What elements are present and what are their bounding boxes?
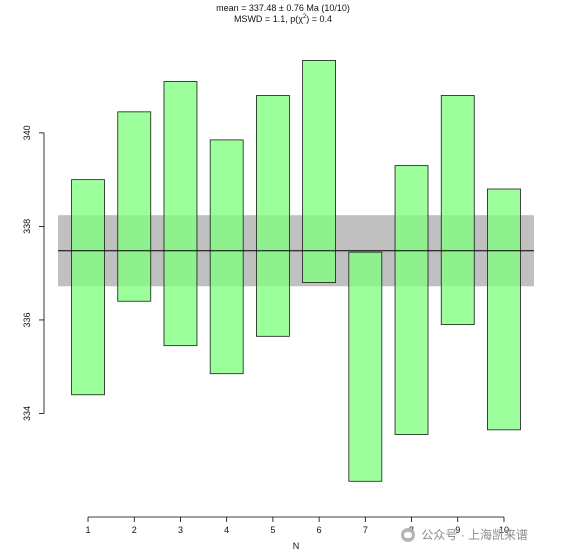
interval-box-4 xyxy=(209,139,244,375)
interval-box-7 xyxy=(348,251,383,482)
y-tick-label-338: 338 xyxy=(22,219,32,234)
y-tick-label-334: 334 xyxy=(22,406,32,421)
x-tick-label-5: 5 xyxy=(270,525,275,535)
interval-boxes-layer xyxy=(71,59,521,482)
subtitle-prefix: MSWD = 1.1, p(χ xyxy=(233,14,303,24)
x-axis-label: N xyxy=(293,541,300,551)
watermark-text: 公众号 · 上海凯来谱 xyxy=(421,528,528,542)
y-tick-label-340: 340 xyxy=(22,125,32,140)
interval-box-6 xyxy=(302,59,337,283)
chart-title: mean = 337.48 ± 0.76 Ma (10/10) xyxy=(216,3,350,13)
subtitle-suffix: ) = 0.4 xyxy=(306,14,333,24)
interval-box-9 xyxy=(440,95,475,326)
x-tick-label-3: 3 xyxy=(178,525,183,535)
interval-box-5 xyxy=(255,95,290,337)
chart-subtitle: MSWD = 1.1, p(χ2) = 0.4 xyxy=(0,14,566,24)
x-tick-label-9: 9 xyxy=(455,525,460,535)
interval-box-1 xyxy=(71,179,105,396)
wechat-icon xyxy=(401,527,416,542)
watermark: 公众号 · 上海凯来谱 xyxy=(401,526,528,543)
x-tick-label-7: 7 xyxy=(363,525,368,535)
x-tick-label-4: 4 xyxy=(224,525,229,535)
y-tick-label-336: 336 xyxy=(22,312,32,327)
x-tick-label-6: 6 xyxy=(317,525,322,535)
axes-layer: 33433633834012345678910N xyxy=(22,125,509,551)
interval-box-8 xyxy=(394,165,429,435)
x-tick-label-1: 1 xyxy=(86,525,91,535)
interval-box-10 xyxy=(487,188,521,431)
x-tick-label-10: 10 xyxy=(499,525,509,535)
interval-box-3 xyxy=(163,81,198,347)
interval-box-2 xyxy=(117,111,152,302)
x-tick-label-2: 2 xyxy=(132,525,137,535)
subtitle-superscript: 2 xyxy=(302,14,307,20)
